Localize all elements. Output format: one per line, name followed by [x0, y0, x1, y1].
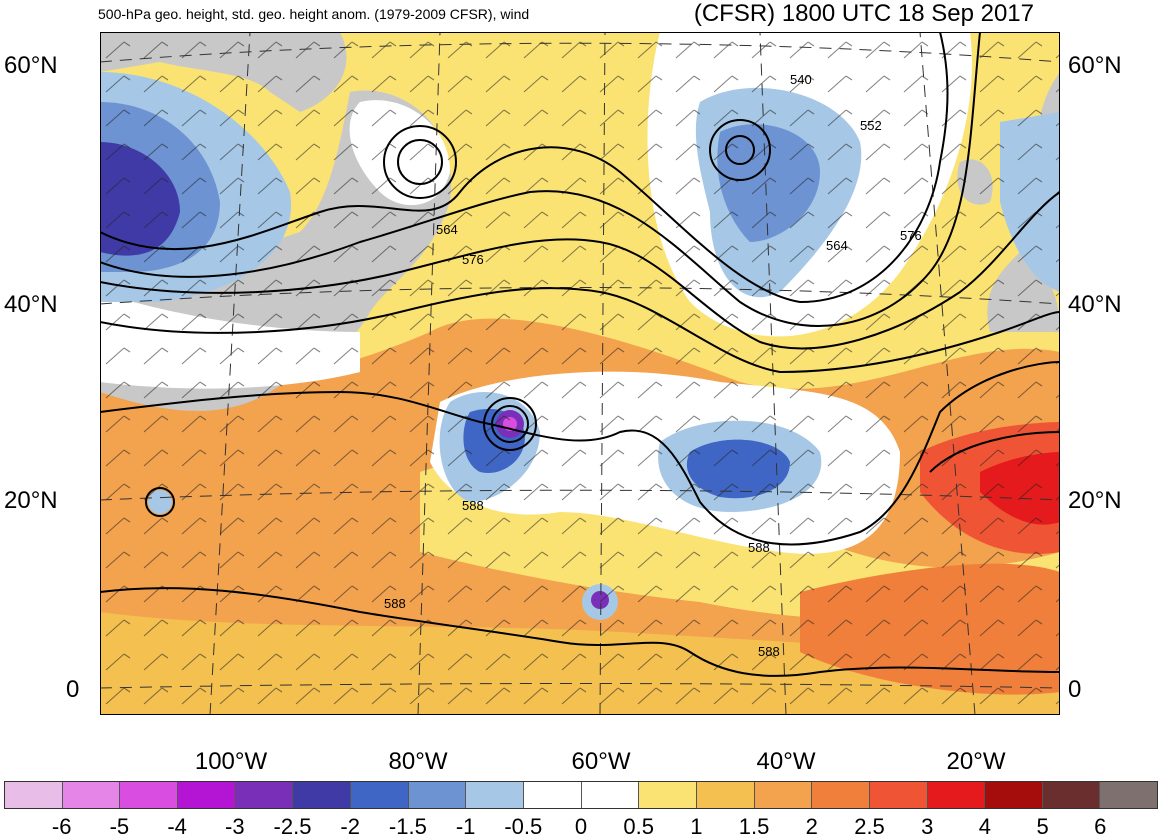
lat-label-0-left: 0	[66, 676, 80, 703]
legend-swatch-0	[5, 782, 63, 808]
legend-tick: 0.5	[623, 814, 654, 839]
lat-label-60n-left: 60°N	[4, 52, 58, 79]
contour-label-576-west: 576	[462, 252, 484, 267]
legend-swatch-8	[466, 782, 524, 808]
lon-label-80w: 80°W	[388, 748, 448, 775]
legend-tick: 1.5	[738, 814, 770, 839]
legend-tick: -4	[167, 814, 187, 839]
map-subtitle: 500-hPa geo. height, std. geo. height an…	[98, 6, 530, 22]
legend-tick: 2	[805, 814, 818, 839]
contour-label-588-central: 588	[748, 540, 770, 555]
legend-swatch-9	[523, 782, 582, 808]
lat-label-20n-left: 20°N	[4, 487, 58, 514]
legend-tick: 0	[574, 814, 588, 839]
contour-label-588-caribbean: 588	[384, 596, 406, 611]
legend-swatch-18	[1042, 782, 1101, 808]
contour-label-564-west: 564	[436, 222, 458, 237]
legend-tick: -2	[340, 814, 360, 839]
legend-swatch-11	[639, 782, 697, 808]
legend-swatch-3	[177, 782, 236, 808]
legend-swatch-10	[581, 782, 640, 808]
legend-tick: 6	[1094, 814, 1107, 839]
lon-label-40w: 40°W	[756, 748, 816, 775]
height-contours	[100, 32, 1060, 677]
legend-tick: 1	[690, 814, 703, 839]
lat-label-60n-right: 60°N	[1068, 52, 1122, 79]
color-legend	[4, 781, 1158, 809]
contour-label-552: 552	[860, 118, 882, 133]
contour-label-588-jose: 588	[462, 498, 484, 513]
legend-swatch-5	[293, 782, 351, 808]
legend-tick: -6	[51, 814, 72, 839]
weather-map: 540 552 564 564 576 576 588 588 588 588	[100, 32, 1060, 715]
legend-tick: 5	[1036, 814, 1049, 839]
contour-label-588-south: 588	[758, 644, 780, 659]
legend-swatch-2	[120, 782, 178, 808]
wind-barbs	[100, 32, 1060, 715]
legend-tick: 4	[978, 814, 992, 839]
legend-tick: -0.5	[504, 814, 543, 839]
legend-swatch-16	[927, 782, 986, 808]
lon-label-100w: 100°W	[194, 748, 268, 775]
legend-swatch-4	[235, 782, 294, 808]
legend-swatch-7	[408, 782, 467, 808]
legend-tick: -2.5	[273, 814, 312, 839]
legend-swatch-12	[696, 782, 755, 808]
lat-label-20n-right: 20°N	[1068, 487, 1122, 514]
legend-tick: -1.5	[388, 814, 427, 839]
lon-label-60w: 60°W	[571, 748, 631, 775]
lon-label-20w: 20°W	[946, 748, 1006, 775]
legend-tick: -1	[455, 814, 476, 839]
legend-swatch-15	[869, 782, 928, 808]
legend-swatch-17	[985, 782, 1043, 808]
map-frame	[100, 32, 1060, 715]
contour-label-564-east: 564	[826, 238, 848, 253]
legend-tick: 3	[921, 814, 934, 839]
lat-label-0-right: 0	[1068, 676, 1082, 703]
legend-swatch-6	[350, 782, 409, 808]
lat-label-40n-right: 40°N	[1068, 291, 1122, 318]
legend-swatch-13	[754, 782, 813, 808]
legend-swatch-19	[1100, 782, 1158, 808]
contour-label-576-east: 576	[900, 228, 922, 243]
legend-tick: 2.5	[854, 814, 885, 839]
legend-swatch-1	[62, 782, 121, 808]
legend-tick: -3	[225, 814, 245, 839]
lat-label-40n-left: 40°N	[4, 291, 58, 318]
legend-tick: -5	[109, 814, 130, 839]
contour-label-540: 540	[790, 72, 812, 87]
map-title: (CFSR) 1800 UTC 18 Sep 2017	[693, 0, 1034, 27]
legend-swatch-14	[812, 782, 870, 808]
